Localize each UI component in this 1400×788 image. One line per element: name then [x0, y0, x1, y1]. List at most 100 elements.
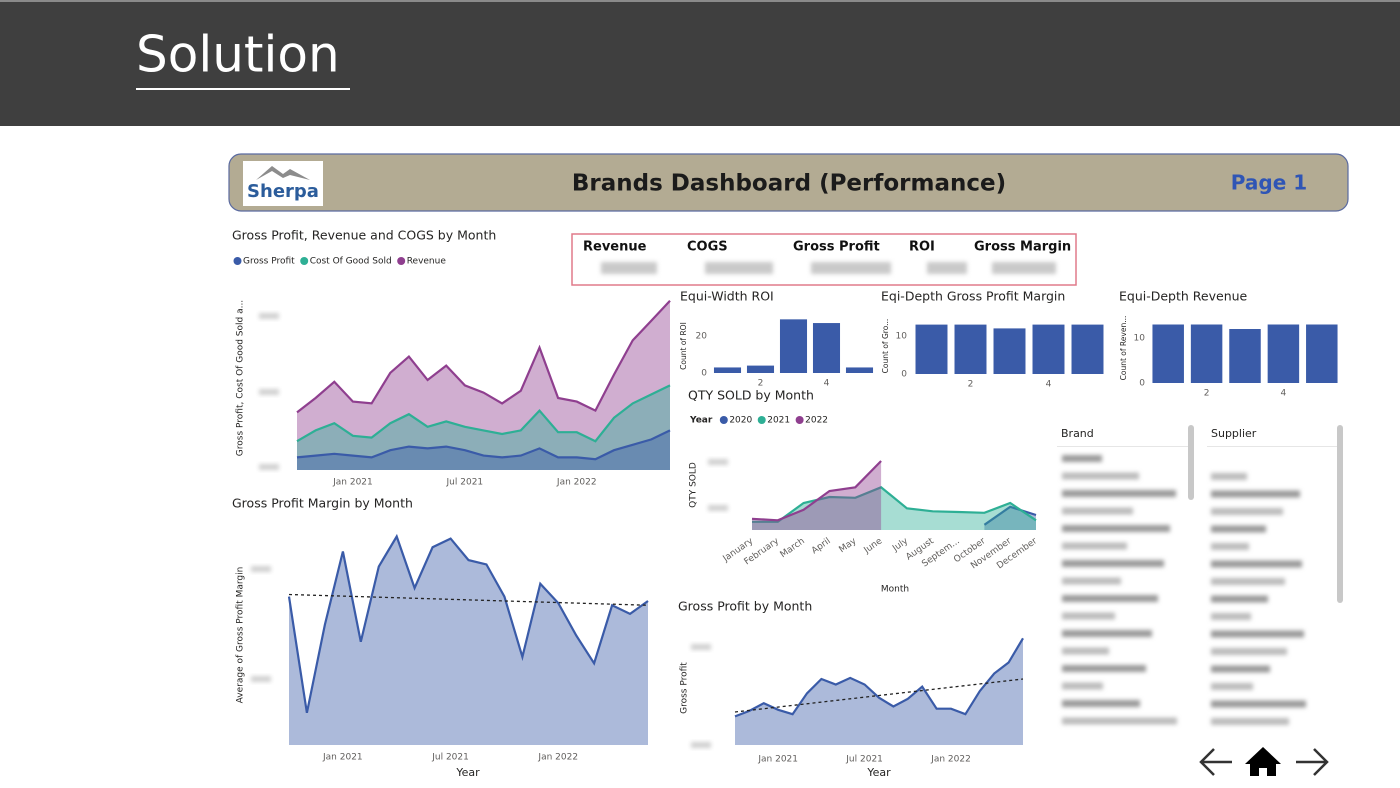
x-tick-label: Jul 2021 [845, 755, 883, 765]
slicer-item [1062, 455, 1102, 462]
scrollbar[interactable] [1337, 425, 1343, 603]
legend-label: Cost Of Good Sold [310, 257, 392, 267]
area-fill [752, 487, 1036, 530]
x-tick-label: Jul 2021 [446, 478, 484, 488]
kpi-value-blurred [927, 262, 967, 274]
kpi-label: ROI [909, 240, 935, 255]
bar [1032, 324, 1065, 374]
slicer-item [1211, 683, 1253, 690]
blurred-tick-label [708, 459, 728, 465]
y-axis-label: Gross Profit, Cost Of Good Sold a... [236, 300, 246, 456]
slicer-item [1062, 717, 1177, 725]
chart-title: Equi-Depth Revenue [1119, 289, 1248, 304]
x-tick-label: Jan 2021 [322, 753, 363, 763]
slicer-item [1062, 525, 1170, 532]
slicer-item [1211, 560, 1302, 568]
bar [812, 323, 841, 373]
line [752, 486, 1037, 523]
slicer-item [1062, 560, 1164, 567]
area-fill [735, 638, 1023, 745]
y-axis-label: Count of Reven... [1119, 316, 1128, 381]
slicer-item [1062, 612, 1115, 620]
chart-title: QTY SOLD by Month [688, 388, 814, 403]
home-button[interactable] [1245, 747, 1281, 776]
blurred-tick-label [251, 566, 271, 572]
x-tick-label: 4 [824, 379, 830, 389]
line [983, 505, 1037, 526]
x-axis-label: Year [455, 766, 480, 779]
dashboard-title: Brands Dashboard (Performance) [572, 171, 1006, 197]
chart-title: Eqi-Depth Gross Profit Margin [881, 289, 1065, 304]
slicer-item [1062, 490, 1176, 497]
forward-button[interactable] [1296, 748, 1329, 776]
slide-title: Solution [136, 26, 340, 84]
y-tick-label: 0 [901, 370, 907, 380]
slicer-item [1211, 648, 1287, 655]
slicer-item [1211, 630, 1304, 638]
x-tick-label: Jan 2022 [556, 478, 597, 488]
kpi-label: Gross Profit [793, 240, 880, 255]
slicer-item [1062, 542, 1127, 550]
line [296, 300, 671, 414]
home-icon[interactable] [1245, 747, 1281, 776]
kpi-value-blurred [992, 262, 1056, 274]
kpi-label: COGS [687, 240, 728, 255]
x-tick-label: 2 [1204, 389, 1210, 399]
slicer-item [1211, 578, 1285, 585]
x-tick-label: March [779, 536, 807, 560]
y-axis-label: Count of Gro... [881, 319, 890, 374]
forward-arrow[interactable] [1296, 748, 1329, 776]
slicer-header: Brand [1061, 427, 1094, 440]
bar [779, 319, 808, 373]
chart-title: Equi-Width ROI [680, 289, 774, 304]
legend-swatch [300, 257, 309, 265]
legend-label: Gross Profit [243, 257, 295, 267]
slicer-item [1062, 577, 1121, 585]
x-tick-label: 4 [1046, 380, 1052, 390]
back-arrow[interactable] [1199, 748, 1232, 776]
y-axis-label: Gross Profit [680, 662, 690, 714]
blurred-tick-label [259, 464, 279, 470]
slicer-item [1211, 665, 1270, 673]
legend-swatch [233, 257, 242, 265]
bar [915, 324, 948, 374]
area-fill [289, 536, 648, 745]
x-tick-label: Jan 2021 [332, 478, 373, 488]
legend-swatch [757, 416, 766, 424]
back-button[interactable] [1199, 748, 1232, 776]
slicer-item [1211, 525, 1266, 533]
dashboard-banner [228, 153, 1349, 212]
y-tick-label: 10 [1134, 334, 1146, 344]
bar [746, 365, 775, 373]
bar [993, 328, 1026, 374]
bar [954, 324, 987, 374]
legend-title: Year [689, 416, 713, 426]
kpi-value-blurred [705, 262, 773, 274]
line [734, 637, 1024, 718]
bar [845, 367, 874, 373]
slicer-item [1211, 613, 1251, 620]
x-tick-label: Jan 2022 [930, 755, 971, 765]
y-tick-label: 0 [1139, 379, 1145, 389]
kpi-label: Gross Margin [974, 240, 1071, 255]
slicer-item [1211, 595, 1268, 603]
x-tick-label: 4 [1281, 389, 1287, 399]
blurred-tick-label [691, 742, 711, 748]
kpi-card [571, 233, 1077, 286]
area-fill [297, 430, 670, 470]
slicer-header: Supplier [1211, 427, 1257, 440]
title-underline [136, 88, 350, 90]
x-tick-label: Jul 2021 [431, 753, 469, 763]
legend-swatch [795, 416, 804, 424]
bar [1229, 329, 1261, 383]
line [287, 533, 649, 714]
kpi-value-blurred [811, 262, 891, 274]
y-tick-label: 20 [696, 332, 708, 342]
logo-box [243, 161, 323, 206]
blurred-tick-label [259, 313, 279, 319]
legend-swatch [397, 257, 406, 265]
area-fill [297, 300, 670, 470]
scrollbar[interactable] [1188, 425, 1194, 500]
blurred-tick-label [708, 505, 728, 511]
line [296, 429, 671, 461]
